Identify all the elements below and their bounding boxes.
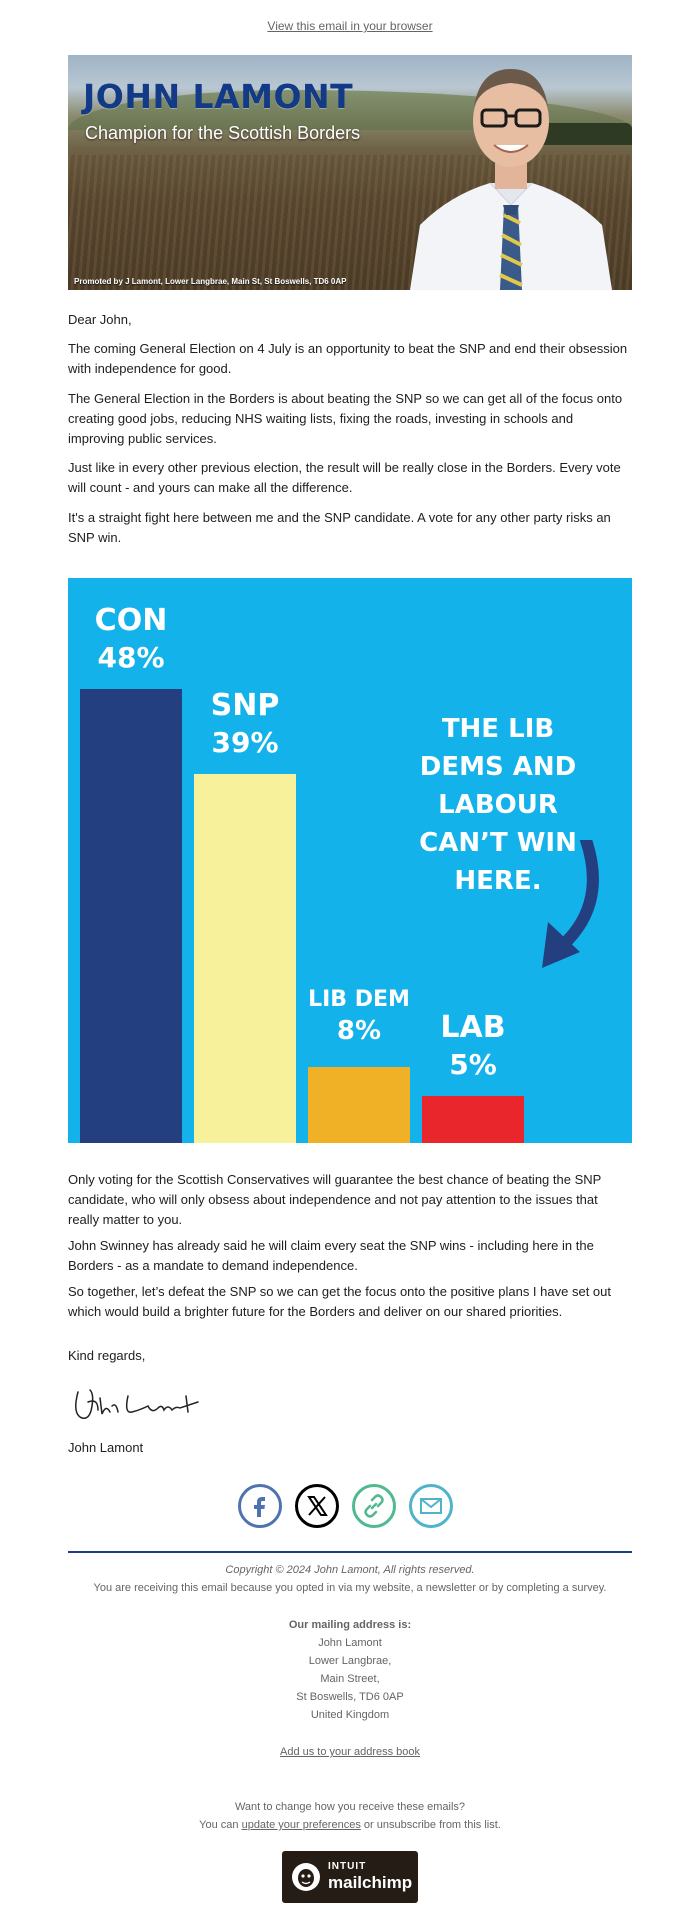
signature-name-text: John Lamont xyxy=(68,1440,144,1455)
bar-value-lib-dem: 8% xyxy=(336,1016,382,1047)
bar-value-lab: 5% xyxy=(449,1047,497,1081)
bar-lab xyxy=(422,1095,524,1143)
paragraph-2-text: The General Election in the Borders is a… xyxy=(68,391,623,446)
candidate-photo xyxy=(410,69,612,290)
paragraph-5-text: Only voting for the Scottish Conservativ… xyxy=(68,1172,602,1227)
paragraph-4: It's a straight fight here between me an… xyxy=(68,508,632,548)
email-button[interactable] xyxy=(409,1484,453,1528)
bar-con xyxy=(80,689,182,1143)
bar-snp xyxy=(194,774,296,1143)
social-links xyxy=(0,1484,700,1534)
change-prompt: Want to change how you receive these ema… xyxy=(234,1801,466,1813)
banner-subtitle: Champion for the Scottish Borders xyxy=(85,123,361,143)
unsubscribe-text[interactable]: or unsubscribe from this list. xyxy=(363,1819,501,1831)
link-icon xyxy=(364,1494,384,1518)
handwritten-signature xyxy=(75,1389,199,1419)
paragraph-3: Just like in every other previous electi… xyxy=(68,458,632,498)
copyright: Copyright © 2024 John Lamont, All rights… xyxy=(225,1564,475,1576)
mailchimp-badge[interactable]: INTUIT mailchimp xyxy=(282,1851,418,1903)
paragraph-1: The coming General Election on 4 July is… xyxy=(68,339,632,379)
x-icon xyxy=(307,1496,328,1516)
x-button[interactable] xyxy=(295,1484,339,1528)
paragraph-5: Only voting for the Scottish Conservativ… xyxy=(68,1170,632,1230)
paragraph-4-text: It's a straight fight here between me an… xyxy=(68,510,611,545)
update-preferences-link[interactable]: update your preferences xyxy=(241,1819,361,1831)
bar-label-lab: LAB xyxy=(440,1009,506,1045)
badge-mailchimp: mailchimp xyxy=(328,1873,413,1892)
paragraph-6: John Swinney has already said he will cl… xyxy=(68,1236,632,1276)
you-can-text: You can xyxy=(199,1819,239,1831)
bar-label-con: CON xyxy=(94,603,168,638)
address-heading: Our mailing address is: xyxy=(288,1619,412,1631)
link-button[interactable] xyxy=(352,1484,396,1528)
bar-value-con: 48% xyxy=(97,641,165,674)
sign-off: Kind regards, xyxy=(68,1346,632,1366)
facebook-button[interactable] xyxy=(238,1484,282,1528)
paragraph-7-text: So together, let’s defeat the SNP so we … xyxy=(68,1284,611,1319)
view-in-browser-link[interactable]: View this email in your browser xyxy=(267,19,433,33)
chart-annotation: THE LIB DEMS AND LABOUR CAN’T WIN HERE. xyxy=(419,714,577,896)
signature-name: John Lamont xyxy=(68,1438,632,1458)
poll-bar-chart: THE LIB DEMS AND LABOUR CAN’T WIN HERE. … xyxy=(68,578,632,1143)
badge-intuit: INTUIT xyxy=(328,1861,367,1872)
add-address-book-link[interactable]: Add us to your address book xyxy=(279,1746,421,1758)
greeting: Dear John, xyxy=(68,310,632,330)
paragraph-6-text: John Swinney has already said he will cl… xyxy=(68,1238,594,1273)
mailchimp-logo-icon xyxy=(292,1863,320,1891)
facebook-icon xyxy=(254,1497,265,1517)
address-line: St Boswells, TD6 0AP xyxy=(296,1691,404,1703)
annotation-arrow-icon xyxy=(542,840,599,968)
address-line: John Lamont xyxy=(318,1637,382,1649)
bar-lib-dem xyxy=(308,1067,410,1143)
greeting-text: Dear John, xyxy=(68,312,132,327)
footer-divider xyxy=(68,1551,632,1553)
paragraph-3-text: Just like in every other previous electi… xyxy=(68,460,621,495)
bar-value-snp: 39% xyxy=(211,726,279,760)
paragraph-7: So together, let’s defeat the SNP so we … xyxy=(68,1282,632,1322)
email-icon xyxy=(420,1498,442,1514)
address-line: Lower Langbrae, xyxy=(308,1655,392,1667)
banner-imprint: Promoted by J Lamont, Lower Langbrae, Ma… xyxy=(74,277,347,286)
bar-label-snp: SNP xyxy=(210,688,280,724)
address-line: United Kingdom xyxy=(310,1709,390,1721)
receiving-reason: You are receiving this email because you… xyxy=(93,1582,607,1594)
preferences-row: You can update your preferences or unsub… xyxy=(0,1816,700,1834)
address-line: Main Street, xyxy=(320,1673,380,1685)
paragraph-2: The General Election in the Borders is a… xyxy=(68,389,632,449)
bar-label-lib-dem: LIB DEM xyxy=(308,987,410,1013)
banner-title: JOHN LAMONT xyxy=(83,77,354,116)
sign-off-text: Kind regards, xyxy=(68,1348,146,1363)
paragraph-1-text: The coming General Election on 4 July is… xyxy=(68,341,628,376)
header-banner: JOHN LAMONT Champion for the Scottish Bo… xyxy=(68,55,632,290)
address-book-row: Add us to your address book xyxy=(0,1743,700,1761)
